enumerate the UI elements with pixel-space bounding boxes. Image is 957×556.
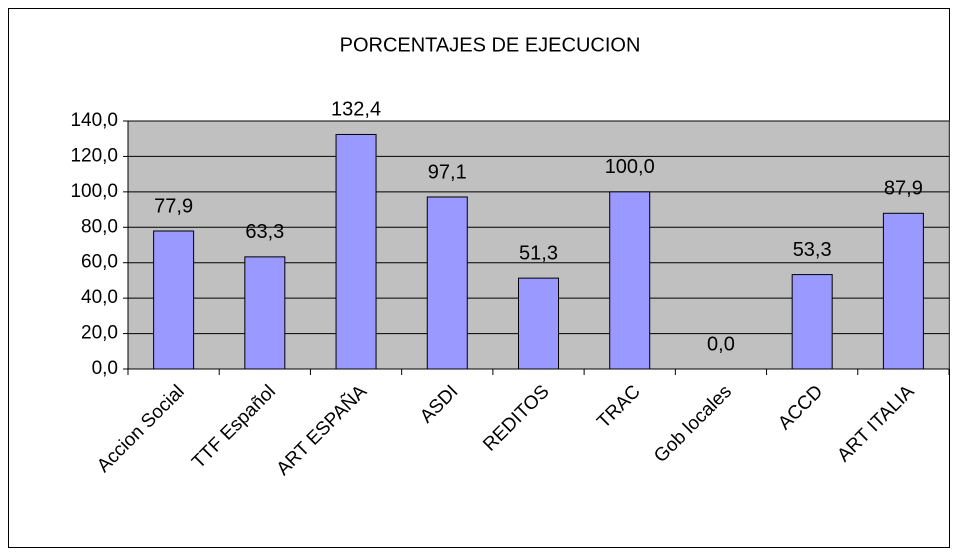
bar: [791, 274, 833, 370]
value-label: 132,4: [331, 99, 381, 121]
value-label: 53,3: [793, 239, 832, 261]
bar: [426, 196, 468, 370]
y-tick-label: 100,0: [70, 181, 118, 202]
value-label: 87,9: [884, 178, 923, 200]
value-label: 63,3: [245, 221, 284, 243]
value-label: 100,0: [605, 156, 655, 178]
y-tick-label: 120,0: [70, 145, 118, 166]
y-tick-label: 80,0: [81, 216, 118, 237]
value-label: 77,9: [154, 195, 193, 217]
y-tick-label: 140,0: [70, 110, 118, 131]
bar: [153, 230, 195, 370]
value-label: 97,1: [428, 161, 467, 183]
bar: [335, 133, 377, 370]
y-tick-label: 0,0: [92, 358, 118, 379]
y-tick-label: 40,0: [81, 287, 118, 308]
value-label: 51,3: [519, 242, 558, 264]
value-label: 0,0: [707, 333, 735, 355]
y-tick-label: 20,0: [81, 323, 118, 344]
bar: [518, 277, 559, 370]
y-tick-label: 60,0: [81, 252, 118, 273]
bar: [244, 256, 286, 370]
chart-title: PORCENTAJES DE EJECUCION: [340, 34, 641, 56]
bar: [609, 191, 651, 370]
bar: [882, 212, 924, 370]
